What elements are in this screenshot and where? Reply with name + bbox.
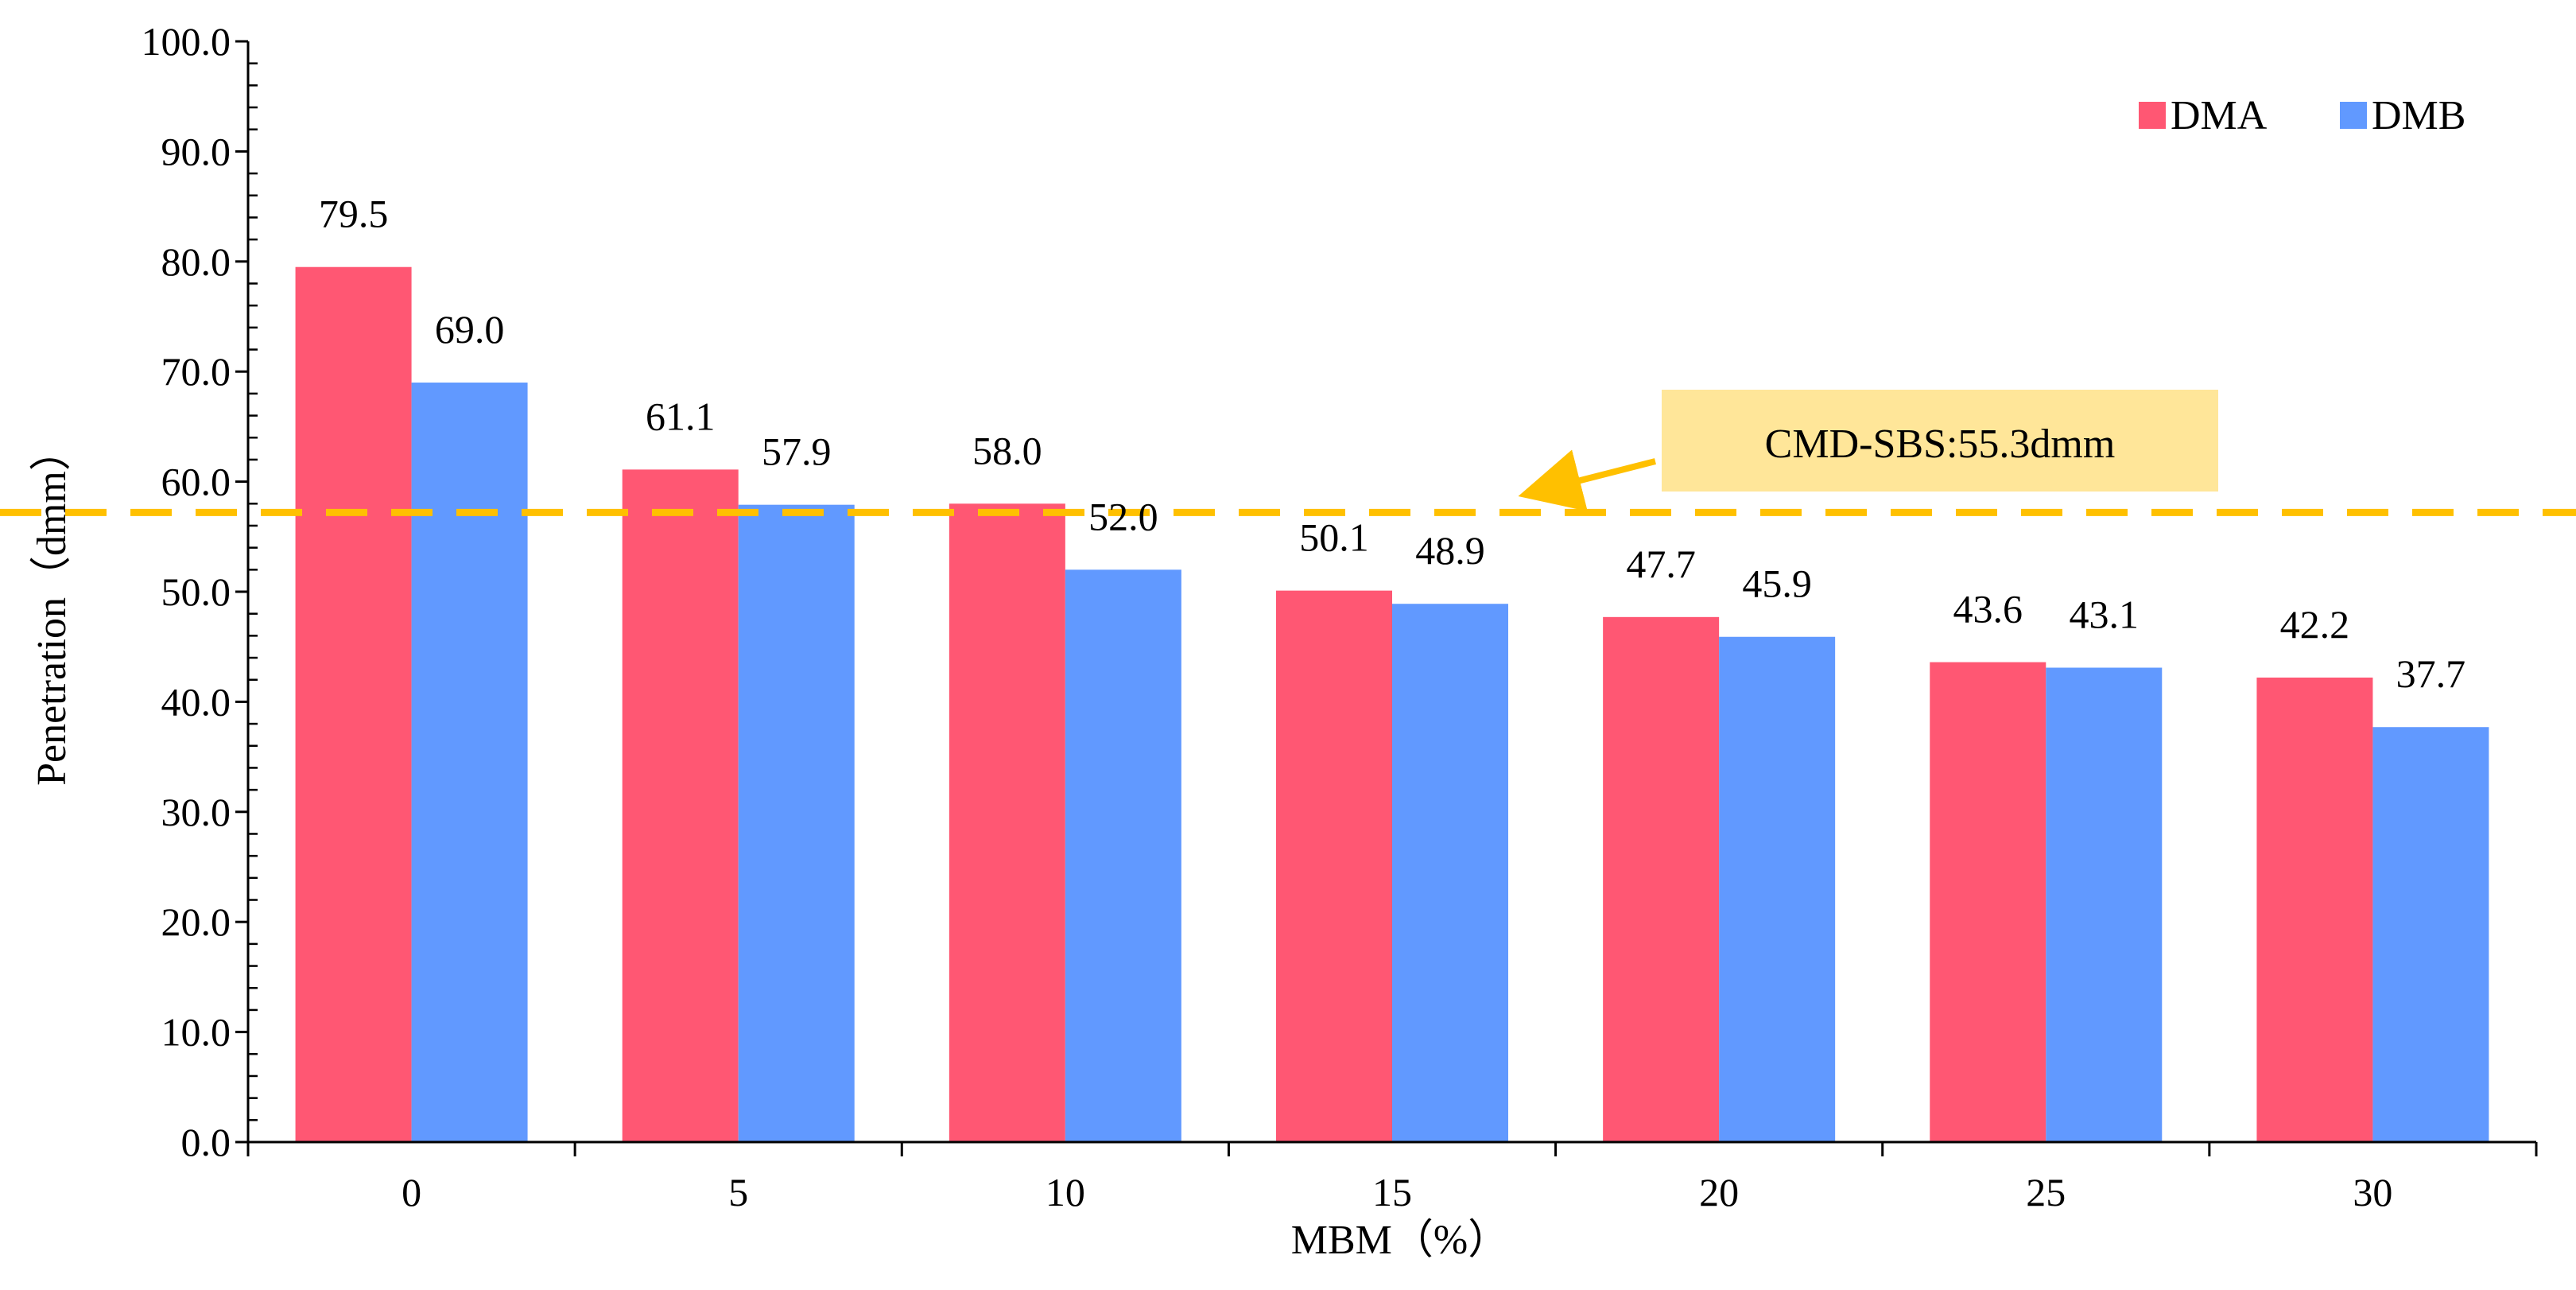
- data-label-dma-25: 43.6: [1953, 587, 2023, 631]
- y-tick-label-40.0: 40.0: [161, 679, 231, 724]
- legend-label-dma: DMA: [2171, 93, 2268, 138]
- legend-swatch-dmb: [2340, 102, 2367, 129]
- bar-dma-25: [1930, 662, 2046, 1142]
- bar-dmb-30: [2372, 727, 2489, 1142]
- y-tick-label-100.0: 100.0: [142, 19, 231, 64]
- data-label-dmb-15: 48.9: [1415, 528, 1485, 573]
- legend-swatch-dma: [2139, 102, 2166, 129]
- data-label-dma-20: 47.7: [1626, 542, 1696, 586]
- y-tick-label-90.0: 90.0: [161, 129, 231, 173]
- bar-dma-20: [1603, 616, 1720, 1142]
- y-tick-label-0.0: 0.0: [181, 1120, 231, 1164]
- data-label-dma-10: 58.0: [972, 428, 1042, 472]
- bar-dmb-10: [1065, 569, 1181, 1142]
- x-tick-label-0: 0: [402, 1170, 421, 1214]
- y-axis-title: Penetration（dmm）: [29, 429, 75, 786]
- y-tick-label-60.0: 60.0: [161, 460, 231, 504]
- bar-dma-5: [622, 469, 739, 1142]
- data-label-dmb-0: 69.0: [435, 307, 505, 352]
- bar-dmb-0: [411, 383, 528, 1142]
- y-tick-label-70.0: 70.0: [161, 349, 231, 394]
- data-label-dma-5: 61.1: [646, 394, 716, 438]
- x-tick-label-20: 20: [1699, 1170, 1739, 1214]
- bar-dmb-20: [1719, 636, 1836, 1142]
- data-label-dmb-30: 37.7: [2396, 651, 2466, 696]
- data-label-dmb-20: 45.9: [1742, 561, 1812, 606]
- x-tick-label-25: 25: [2026, 1170, 2066, 1214]
- y-tick-label-20.0: 20.0: [161, 900, 231, 944]
- y-tick-label-80.0: 80.0: [161, 239, 231, 284]
- annotation-text: CMD-SBS:55.3dmm: [1765, 422, 2116, 467]
- annotation-box: [1662, 390, 2218, 492]
- legend-label-dmb: DMB: [2372, 93, 2465, 138]
- x-tick-label-15: 15: [1372, 1170, 1412, 1214]
- bar-dma-0: [295, 266, 412, 1143]
- x-tick-label-10: 10: [1046, 1170, 1085, 1214]
- x-tick-label-30: 30: [2353, 1170, 2392, 1214]
- bar-dmb-5: [738, 504, 855, 1142]
- x-tick-label-5: 5: [728, 1170, 748, 1214]
- y-tick-label-50.0: 50.0: [161, 569, 231, 614]
- data-label-dmb-10: 52.0: [1088, 494, 1158, 538]
- data-label-dma-30: 42.2: [2280, 602, 2350, 647]
- x-axis-title: MBM（%）: [1291, 1218, 1509, 1263]
- y-tick-label-10.0: 10.0: [161, 1010, 231, 1055]
- data-label-dmb-5: 57.9: [762, 429, 832, 474]
- y-tick-label-30.0: 30.0: [161, 790, 231, 834]
- bar-dmb-15: [1392, 604, 1508, 1142]
- data-label-dma-15: 50.1: [1299, 515, 1369, 560]
- bar-dma-10: [949, 503, 1065, 1142]
- bar-dma-30: [2256, 677, 2373, 1142]
- annotation-arrow: [1518, 449, 1656, 511]
- data-label-dma-0: 79.5: [319, 192, 389, 236]
- bar-dmb-25: [2046, 667, 2163, 1142]
- data-label-dmb-25: 43.1: [2070, 592, 2140, 636]
- bar-dma-15: [1276, 590, 1392, 1142]
